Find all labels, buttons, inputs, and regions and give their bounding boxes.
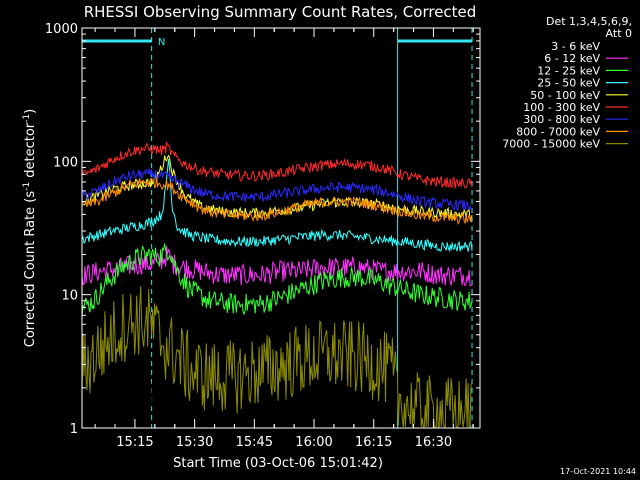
y-axis-label-part: ) (23, 109, 38, 114)
series-line-5 (81, 141, 473, 189)
y-tick-label: 1000 (45, 22, 78, 37)
series-line-0 (81, 367, 473, 429)
chart-title: RHESSI Observing Summary Count Rates, Co… (84, 3, 477, 21)
legend-label: 3 - 6 keV (551, 40, 600, 53)
y-axis-label-exponent: -1 (22, 182, 32, 191)
y-axis-label: Corrected Count Rate (s-1 detector-1) (22, 109, 38, 347)
x-tick-label: 16:00 (295, 435, 332, 450)
y-tick-label: 1 (70, 422, 78, 437)
series-line-4 (81, 154, 473, 222)
x-tick-label: 16:15 (355, 435, 392, 450)
series-layer (81, 141, 473, 429)
night-label: N (158, 37, 165, 48)
series-line-1 (81, 245, 473, 287)
series-line-2 (81, 243, 473, 317)
legend-label: 6 - 12 keV (544, 52, 600, 65)
legend-label: 300 - 800 keV (523, 113, 600, 126)
y-axis: 1 10 100 1000 (45, 22, 480, 437)
legend-label: 7000 - 15000 keV (502, 138, 600, 151)
legend-label: 12 - 25 keV (537, 64, 600, 77)
y-axis-label-part: Corrected Count Rate (s (23, 191, 38, 348)
series-line-8 (81, 286, 473, 428)
plot-frame (81, 27, 481, 429)
legend-header-line: Det 1,3,4,5,6,9, (546, 15, 632, 28)
legend-label: 50 - 100 keV (530, 89, 600, 102)
legend-header-line: Att 0 (606, 27, 632, 40)
x-tick-label: 16:30 (415, 435, 452, 450)
y-tick-label: 10 (61, 289, 78, 304)
footer-timestamp: 17-Oct-2021 10:44 (560, 467, 636, 476)
y-axis-label-exponent: -1 (22, 114, 32, 123)
x-tick-label: 15:45 (236, 435, 273, 450)
series-line-3 (81, 158, 473, 253)
legend-label: 25 - 50 keV (537, 77, 600, 90)
x-tick-label: 15:30 (176, 435, 213, 450)
x-axis-label: Start Time (03-Oct-06 15:01:42) (173, 456, 383, 471)
y-tick-label: 100 (53, 155, 78, 170)
x-axis: 15:15 15:30 15:45 16:00 16:15 16:30 (94, 28, 474, 450)
legend-label: 800 - 7000 keV (516, 125, 600, 138)
y-axis-label-part: detector (23, 122, 38, 182)
series-line-6 (81, 168, 473, 212)
series-line-7 (81, 177, 473, 225)
x-tick-label: 15:15 (116, 435, 153, 450)
legend-label: 100 - 300 keV (523, 101, 600, 114)
